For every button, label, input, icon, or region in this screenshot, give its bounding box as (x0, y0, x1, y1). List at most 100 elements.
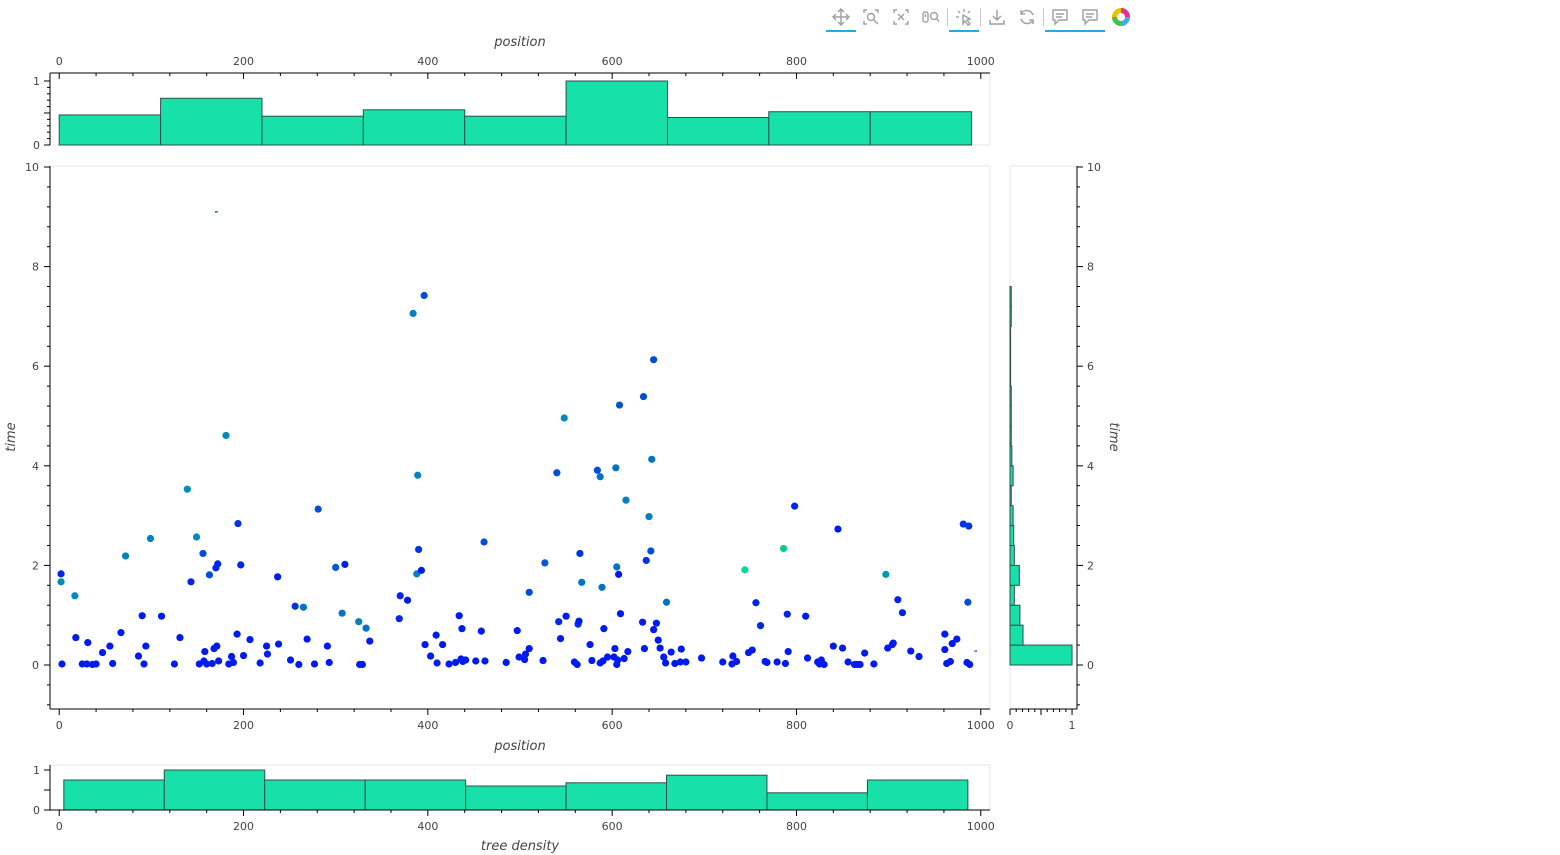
scatter-point (299, 603, 308, 611)
scatter-point (870, 660, 878, 668)
scatter-point (215, 657, 223, 665)
scatter-point (834, 525, 842, 533)
hover-icon (1052, 9, 1068, 26)
x-tick-label: 800 (786, 719, 807, 732)
scatter-point (838, 644, 847, 652)
scatter-point (427, 652, 435, 660)
scatter-point (959, 520, 967, 528)
scatter-point (481, 657, 489, 665)
scatter-point (134, 652, 143, 660)
scatter-point (183, 485, 191, 493)
scatter-point (415, 545, 423, 554)
scatter-point (229, 658, 237, 667)
scatter-point (472, 657, 480, 665)
scatter-point (676, 658, 684, 666)
scatter-point (593, 466, 602, 474)
scatter-point (611, 644, 619, 653)
scatter-point (409, 309, 417, 318)
scatter-point (445, 660, 453, 668)
histogram-bar (364, 779, 467, 811)
y-axis-title: time (1106, 422, 1121, 451)
scatter-point (965, 522, 973, 530)
scatter-point (358, 660, 367, 669)
toolbar-divider (980, 8, 981, 26)
y-tick-label: 0 (1087, 659, 1094, 672)
x-tick-label: 1000 (967, 55, 995, 68)
histogram-bar (1009, 624, 1024, 646)
scatter-point (451, 658, 460, 667)
x-tick-label: 600 (602, 719, 623, 732)
scatter-point (403, 596, 412, 604)
y-tick-label: 0 (33, 804, 40, 817)
scatter-point (458, 625, 466, 633)
scatter-point (861, 649, 869, 657)
scatter-point (820, 660, 828, 669)
scatter-point (57, 578, 65, 586)
scatter-point (656, 644, 664, 652)
histogram-bar (1009, 325, 1012, 347)
bokeh-logo-icon[interactable] (1109, 3, 1133, 31)
histogram-bar (1009, 305, 1012, 327)
histogram-bar (1009, 445, 1013, 467)
x-tick-label: 400 (417, 820, 438, 833)
scatter-point (677, 645, 685, 653)
scatter-point (783, 610, 791, 618)
histogram-bar (666, 774, 768, 811)
x-tick-label: 0 (56, 55, 63, 68)
hover-tool-button-1[interactable] (1045, 3, 1075, 32)
histogram-bar (565, 80, 668, 146)
scatter-point (138, 612, 146, 620)
scatter-point (682, 658, 690, 666)
scatter-point (513, 627, 521, 635)
scatter-point (889, 639, 897, 647)
pan-tool-button[interactable] (826, 3, 856, 32)
scatter-point (575, 617, 583, 625)
scatter-point (341, 560, 349, 569)
scatter-point (98, 648, 107, 657)
histogram-bar (1009, 385, 1012, 407)
x-tick-label: 800 (786, 820, 807, 833)
scatter-point (213, 642, 221, 650)
scatter-point (157, 612, 166, 620)
scatter-point (560, 414, 568, 422)
histogram-bar (1009, 286, 1012, 307)
scatter-point (205, 571, 214, 579)
histogram-bar (1009, 485, 1012, 507)
tap-select-tool-button[interactable] (949, 3, 979, 32)
scatter-point (525, 588, 533, 596)
histogram-bar (565, 782, 668, 811)
scatter-point (662, 598, 671, 606)
x-tick-label: 0 (1007, 719, 1014, 732)
histogram-bar (1009, 525, 1015, 546)
scatter-point (502, 658, 510, 667)
save-tool-button[interactable] (982, 3, 1012, 31)
scatter-point (756, 622, 765, 630)
scatter-point (615, 570, 623, 578)
hover-tool-button-2[interactable] (1075, 3, 1105, 32)
histogram-bar (1009, 405, 1012, 427)
scatter-point (615, 401, 624, 409)
y-tick-label: 4 (32, 460, 39, 473)
scatter-point (915, 652, 923, 661)
plot-toolbar (826, 2, 1133, 32)
zoom-out-tool-button[interactable] (886, 3, 916, 31)
scatter-point (894, 596, 902, 604)
x-tick-label: 1000 (967, 719, 995, 732)
main-scatter-plot[interactable]: 0 200 400 600 800 1000 position 0 2 4 6 8 10 time (4, 161, 995, 754)
scatter-point (898, 609, 907, 617)
scatter-point (214, 560, 222, 568)
x-tick-label: 200 (233, 820, 254, 833)
zoom-out-icon (893, 9, 909, 25)
wheel-zoom-tool-button[interactable] (916, 3, 946, 31)
scatter-point (208, 659, 216, 668)
scatter-point (652, 619, 660, 627)
scatter-point (732, 657, 741, 666)
box-zoom-tool-button[interactable] (856, 3, 886, 31)
scatter-point (555, 618, 563, 626)
scatter-point (562, 612, 570, 620)
scatter-point (117, 629, 125, 637)
scatter-point (227, 652, 236, 661)
reset-tool-button[interactable] (1012, 3, 1042, 31)
scatter-point (907, 647, 915, 655)
